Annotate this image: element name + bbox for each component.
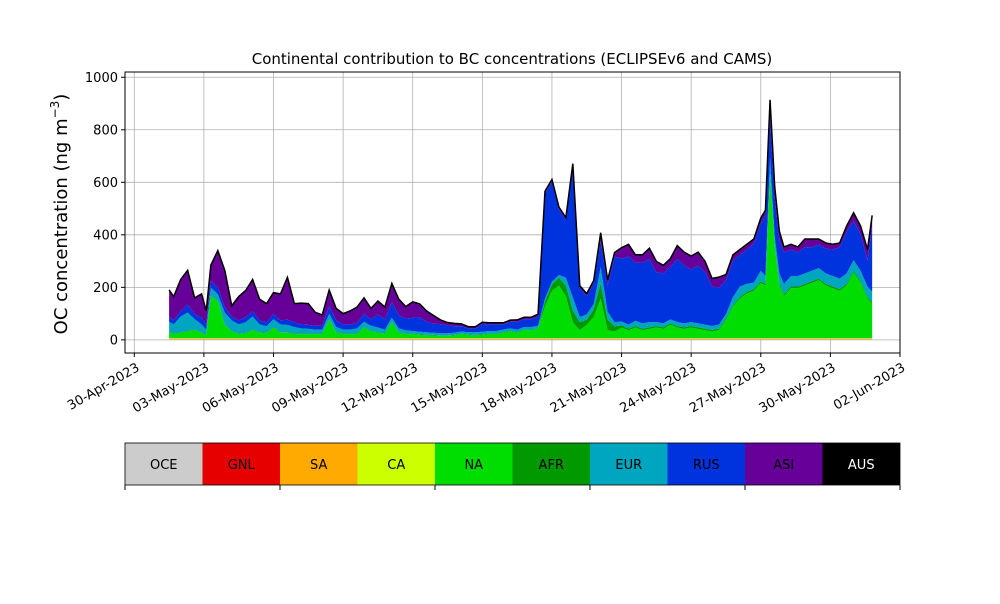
y-tick-label: 200 [93, 281, 118, 296]
legend-label-sa: SA [310, 458, 327, 473]
x-tick-label: 03-May-2023 [130, 360, 212, 416]
area-ca [169, 338, 872, 339]
x-tick-label: 27-May-2023 [687, 360, 769, 416]
legend-label-asi: ASI [773, 458, 794, 473]
legend-label-ca: CA [387, 458, 405, 473]
x-tick-label: 06-May-2023 [200, 360, 282, 416]
y-tick-label: 1000 [85, 71, 118, 86]
chart-title: Continental contribution to BC concentra… [252, 50, 773, 68]
area-oce [169, 339, 872, 340]
x-tick-label: 15-May-2023 [409, 360, 491, 416]
y-axis-label: OC concentration (ng m−3) [48, 94, 72, 335]
x-axis-ticks: 30-Apr-202303-May-202306-May-202309-May-… [65, 353, 908, 416]
legend-label-rus: RUS [693, 458, 720, 473]
legend-label-gnl: GNL [228, 458, 256, 473]
y-tick-label: 400 [93, 228, 118, 243]
legend-label-eur: EUR [615, 458, 642, 473]
x-tick-label: 18-May-2023 [478, 360, 560, 416]
legend-colorbar: OCE GNL SA CA NA AFR EUR RUS ASI AUS [125, 443, 900, 490]
x-tick-label: 02-Jun-2023 [831, 360, 908, 413]
stacked-areas [169, 100, 872, 340]
x-tick-label: 24-May-2023 [617, 360, 699, 416]
x-tick-label: 09-May-2023 [269, 360, 351, 416]
y-tick-label: 0 [110, 333, 118, 348]
y-tick-label: 800 [93, 123, 118, 138]
y-axis-ticks: 0 200 400 600 800 1000 [85, 71, 125, 349]
x-tick-label: 30-May-2023 [757, 360, 839, 416]
legend-label-na: NA [464, 458, 483, 473]
y-tick-label: 600 [93, 176, 118, 191]
legend-label-oce: OCE [150, 458, 178, 473]
legend-label-aus: AUS [848, 458, 875, 473]
x-tick-label: 12-May-2023 [339, 360, 421, 416]
legend-label-afr: AFR [539, 458, 564, 473]
x-tick-label: 21-May-2023 [548, 360, 630, 416]
